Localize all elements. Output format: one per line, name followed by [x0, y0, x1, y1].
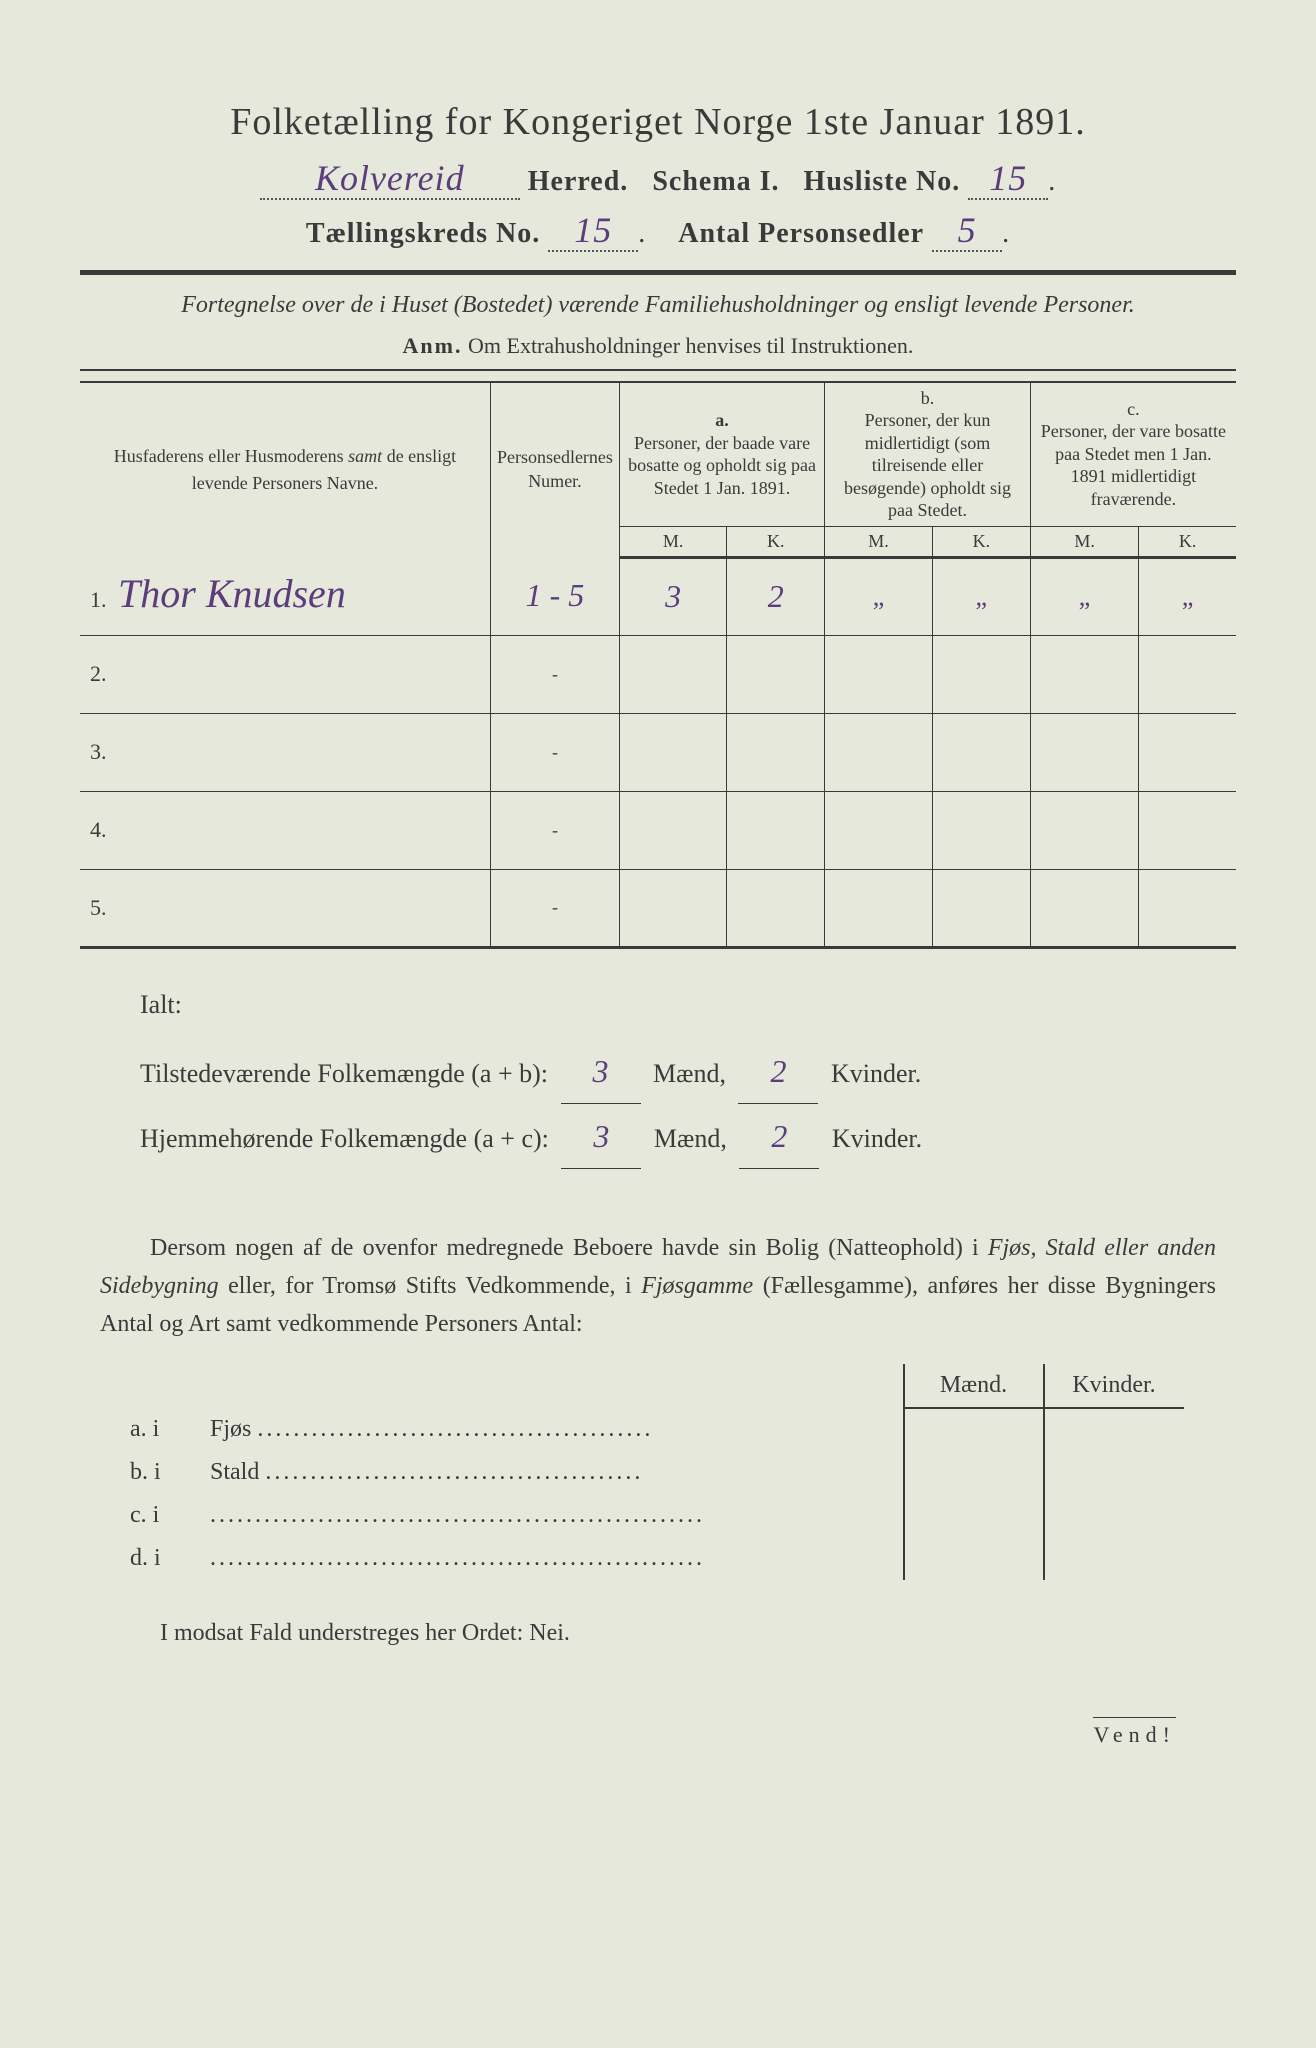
kreds-field: 15	[548, 216, 638, 252]
side-row: c. i ...................................…	[120, 1494, 1184, 1537]
anm-line: Anm. Om Extrahusholdninger henvises til …	[80, 333, 1236, 359]
row4-num: -	[490, 791, 619, 869]
side-row: a. i Fjøs ..............................…	[120, 1408, 1184, 1451]
table-row: 3. -	[80, 713, 1236, 791]
herred-value: Kolvereid	[315, 158, 465, 198]
c-k: K.	[1139, 526, 1236, 557]
vend-label: Vend!	[1093, 1717, 1176, 1748]
side-row: b. i Stald .............................…	[120, 1451, 1184, 1494]
schema-label: Schema I.	[652, 166, 779, 197]
row1-bk: „	[932, 557, 1030, 635]
row1-name: 1.Thor Knudsen	[80, 557, 490, 635]
row3-name: 3.	[80, 713, 490, 791]
rule-2	[80, 369, 1236, 371]
row1-ck: „	[1139, 557, 1236, 635]
summary-line-2: Hjemmehørende Folkemængde (a + c): 3 Mæn…	[140, 1104, 1216, 1169]
rule-1	[80, 270, 1236, 275]
summary-line-1: Tilstedeværende Folkemængde (a + b): 3 M…	[140, 1039, 1216, 1104]
main-title: Folketælling for Kongeriget Norge 1ste J…	[80, 100, 1236, 144]
husliste-label: Husliste No.	[804, 166, 961, 197]
side-row: d. i ...................................…	[120, 1537, 1184, 1580]
subtitle: Fortegnelse over de i Huset (Bostedet) v…	[120, 289, 1196, 323]
herred-field: Kolvereid	[260, 164, 520, 200]
ialt-label: Ialt:	[140, 979, 1216, 1031]
table-header-row: Husfaderens eller Husmoderens samt de en…	[80, 382, 1236, 527]
col-b-header: b.Personer, der kun midlertidigt (som ti…	[825, 382, 1031, 527]
row1-num: 1 - 5	[490, 557, 619, 635]
sum2-k: 2	[739, 1104, 819, 1169]
table-row: 5. -	[80, 869, 1236, 947]
row4-name: 4.	[80, 791, 490, 869]
anm-label: Anm.	[403, 333, 463, 358]
a-m: M.	[619, 526, 726, 557]
antal-label: Antal Personsedler	[678, 218, 924, 249]
table-row: 2. -	[80, 635, 1236, 713]
col-num-header: Personsedlernes Numer.	[490, 382, 619, 558]
husliste-value: 15	[989, 158, 1027, 198]
row1-bm: „	[825, 557, 933, 635]
kreds-label: Tællingskreds No.	[306, 218, 540, 249]
side-kvinder: Kvinder.	[1044, 1364, 1184, 1408]
col-a-header: a.Personer, der baade vare bosatte og op…	[619, 382, 824, 527]
row1-cm: „	[1030, 557, 1139, 635]
table-row: 1.Thor Knudsen 1 - 5 3 2 „ „ „ „	[80, 557, 1236, 635]
b-k: K.	[932, 526, 1030, 557]
header-line-2: Kolvereid Herred. Schema I. Husliste No.…	[80, 164, 1236, 200]
antal-value: 5	[958, 210, 977, 250]
nei-line: I modsat Fald understreges her Ordet: Ne…	[160, 1620, 1216, 1647]
row2-name: 2.	[80, 635, 490, 713]
kreds-value: 15	[574, 210, 612, 250]
side-header-row: Mænd. Kvinder.	[120, 1364, 1184, 1408]
sum2-m: 3	[561, 1104, 641, 1169]
side-maend: Mænd.	[904, 1364, 1044, 1408]
main-table: Husfaderens eller Husmoderens samt de en…	[80, 381, 1236, 949]
summary-block: Ialt: Tilstedeværende Folkemængde (a + b…	[140, 979, 1216, 1169]
table-row: 4. -	[80, 791, 1236, 869]
b-m: M.	[825, 526, 933, 557]
row1-ak: 2	[727, 557, 825, 635]
husliste-field: 15	[968, 164, 1048, 200]
row3-num: -	[490, 713, 619, 791]
side-table: Mænd. Kvinder. a. i Fjøs ...............…	[120, 1364, 1184, 1580]
row5-num: -	[490, 869, 619, 947]
row1-am: 3	[619, 557, 726, 635]
a-k: K.	[727, 526, 825, 557]
row5-name: 5.	[80, 869, 490, 947]
col-names-header: Husfaderens eller Husmoderens samt de en…	[80, 382, 490, 558]
census-form-page: Folketælling for Kongeriget Norge 1ste J…	[0, 0, 1316, 1808]
antal-field: 5	[932, 216, 1002, 252]
col-c-header: c.Personer, der vare bosatte paa Stedet …	[1030, 382, 1236, 527]
row2-num: -	[490, 635, 619, 713]
c-m: M.	[1030, 526, 1139, 557]
header-line-3: Tællingskreds No. 15. Antal Personsedler…	[80, 216, 1236, 252]
paragraph: Dersom nogen af de ovenfor medregnede Be…	[100, 1229, 1216, 1344]
herred-label: Herred.	[528, 166, 629, 197]
sum1-m: 3	[561, 1039, 641, 1104]
sum1-k: 2	[738, 1039, 818, 1104]
anm-text: Om Extrahusholdninger henvises til Instr…	[468, 333, 913, 358]
